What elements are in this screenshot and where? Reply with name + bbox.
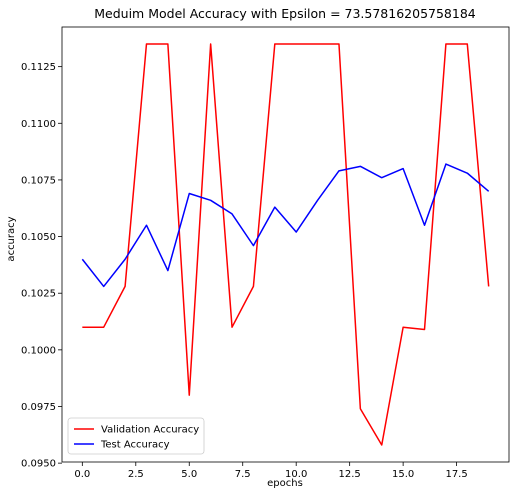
x-tick-label: 2.5 (128, 469, 144, 480)
x-tick-label: 12.5 (339, 469, 361, 480)
y-tick-label: 0.1125 (21, 62, 56, 73)
x-tick-label: 5.0 (181, 469, 197, 480)
x-tick-label: 0.0 (74, 469, 90, 480)
series-line-0 (82, 44, 488, 445)
y-tick-label: 0.1050 (21, 232, 56, 243)
y-tick-label: 0.1100 (21, 119, 56, 130)
x-tick-label: 17.5 (445, 469, 467, 480)
y-tick-label: 0.0950 (21, 459, 56, 470)
legend-label-0: Validation Accuracy (101, 425, 199, 436)
y-tick-label: 0.0975 (21, 402, 56, 413)
series-line-1 (82, 164, 488, 286)
x-tick-label: 7.5 (235, 469, 251, 480)
y-axis-label: accuracy (6, 216, 17, 261)
chart-title: Meduim Model Accuracy with Epsilon = 73.… (94, 6, 476, 21)
y-tick-label: 0.1025 (21, 289, 56, 300)
x-tick-label: 10.0 (285, 469, 307, 480)
legend-label-1: Test Accuracy (100, 440, 170, 451)
y-tick-label: 0.1075 (21, 175, 56, 186)
x-tick-label: 15.0 (392, 469, 414, 480)
y-tick-label: 0.1000 (21, 345, 56, 356)
